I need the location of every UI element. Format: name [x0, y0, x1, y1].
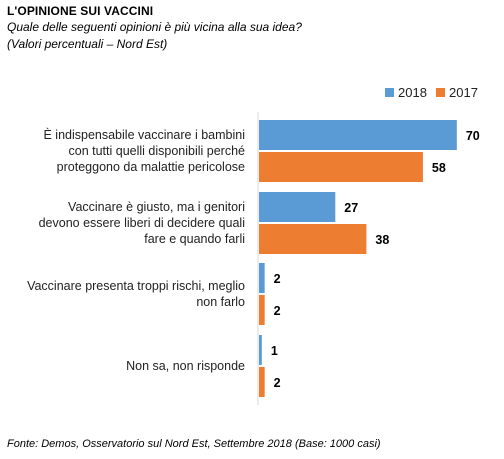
bar-2018	[259, 263, 265, 293]
category-label: È indispensabile vaccinare i bambini con …	[43, 127, 245, 174]
legend-label-2018: 2018	[398, 85, 427, 100]
bar-2017	[259, 224, 367, 254]
chart-subtitle: Quale delle seguenti opinioni è più vici…	[7, 20, 302, 34]
bar-2018	[259, 120, 457, 150]
legend-swatch-2018	[385, 88, 394, 97]
legend-swatch-2017	[436, 88, 445, 97]
chart-title: L'OPINIONE SUI VACCINI	[7, 4, 154, 18]
bar-2017	[259, 295, 265, 325]
category-label: Vaccinare è giusto, ma i genitori devono …	[39, 200, 245, 246]
data-label-2017: 2	[274, 376, 281, 390]
data-label-2017: 58	[432, 161, 446, 175]
data-label-2018: 70	[466, 129, 480, 143]
bar-2018	[259, 192, 336, 222]
data-label-2017: 38	[375, 233, 389, 247]
legend-label-2017: 2017	[449, 85, 478, 100]
category-label: Vaccinare presenta troppi rischi, meglio…	[27, 279, 245, 309]
bar-2017	[259, 152, 423, 182]
bar-2017	[259, 367, 265, 397]
source-note: Fonte: Demos, Osservatorio sul Nord Est,…	[7, 438, 381, 450]
data-label-2017: 2	[274, 304, 281, 318]
category-label: Non sa, non risponde	[126, 359, 245, 373]
data-label-2018: 2	[274, 272, 281, 286]
data-label-2018: 27	[344, 201, 358, 215]
chart-legend: 2018 2017	[385, 85, 478, 100]
chart-subtitle-note: (Valori percentuali – Nord Est)	[7, 37, 168, 51]
bar-2018	[259, 335, 262, 365]
data-label-2018: 1	[271, 344, 278, 358]
